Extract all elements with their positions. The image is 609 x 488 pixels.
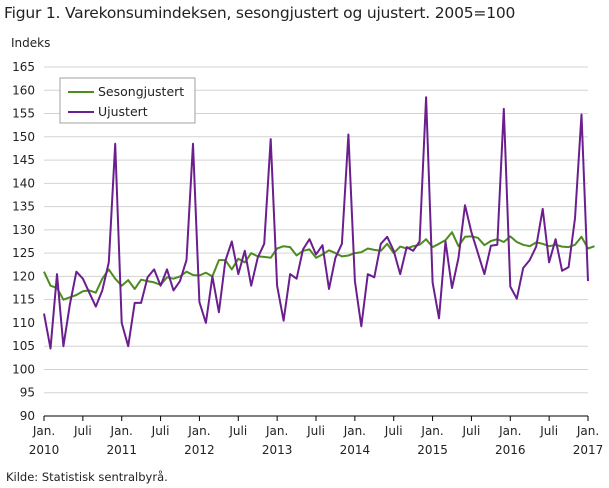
y-tick-label: 125 [12, 246, 35, 260]
y-tick-label: 150 [12, 130, 35, 144]
x-tick-year: 2016 [495, 443, 526, 457]
y-tick-label: 110 [12, 316, 35, 330]
x-tick-label: Juli [151, 424, 170, 438]
legend-label: Sesongjustert [98, 84, 184, 99]
series-line-2 [43, 96, 589, 350]
x-tick-label: Jan. [576, 424, 599, 438]
x-tick-label: Juli [539, 424, 558, 438]
x-tick-label: Juli [384, 424, 403, 438]
chart-title: Figur 1. Varekonsumindeksen, sesongjuste… [4, 4, 516, 22]
series-lines [43, 96, 595, 350]
x-tick-label: Jan. [110, 424, 133, 438]
source-note: Kilde: Statistisk sentralbyrå. [6, 470, 168, 484]
x-tick-label: Jan. [498, 424, 521, 438]
y-tick-label: 130 [12, 223, 35, 237]
y-tick-label: 100 [12, 362, 35, 376]
x-tick-year: 2010 [29, 443, 60, 457]
x-tick-year: 2017 [573, 443, 604, 457]
x-axis-ticks: Jan. 2010 Juli Jan. 2011 Juli Jan. 2012 Juli Jan.… [29, 416, 604, 457]
y-tick-label: 120 [12, 269, 35, 283]
x-tick-label: Jan. [265, 424, 288, 438]
x-tick-label: Jan. [187, 424, 210, 438]
x-tick-label: Jan. [32, 424, 55, 438]
legend-box [59, 77, 196, 124]
gridlines [44, 66, 588, 417]
y-tick-label: 140 [12, 176, 35, 190]
x-tick-year: 2014 [340, 443, 371, 457]
series-line-1 [43, 231, 595, 301]
y-tick-label: 155 [12, 107, 35, 121]
y-tick-label: 160 [12, 83, 35, 97]
x-tick-year: 2013 [262, 443, 293, 457]
x-tick-label: Juli [306, 424, 325, 438]
y-tick-label: 135 [12, 200, 35, 214]
y-tick-label: 145 [12, 153, 35, 167]
y-axis-label: Indeks [11, 36, 50, 50]
legend-label: Ujustert [98, 104, 148, 119]
x-tick-label: Jan. [420, 424, 443, 438]
x-tick-year: 2012 [184, 443, 215, 457]
y-tick-label: 165 [12, 60, 35, 74]
x-tick-year: 2011 [106, 443, 137, 457]
x-tick-label: Juli [228, 424, 247, 438]
x-tick-label: Juli [462, 424, 481, 438]
y-tick-label: 105 [12, 339, 35, 353]
y-axis-ticks: 90 95 100 105 110 115 120 125 130 135 140 145 150 155… [12, 60, 35, 423]
y-tick-label: 90 [20, 409, 35, 423]
legend: Sesongjustert Ujustert [59, 77, 196, 124]
x-tick-label: Juli [73, 424, 92, 438]
chart-canvas: 90 95 100 105 110 115 120 125 130 135 140 145 150 155… [11, 36, 604, 457]
x-tick-year: 2015 [417, 443, 448, 457]
y-tick-label: 95 [20, 386, 35, 400]
y-tick-label: 115 [12, 293, 35, 307]
x-tick-label: Jan. [343, 424, 366, 438]
